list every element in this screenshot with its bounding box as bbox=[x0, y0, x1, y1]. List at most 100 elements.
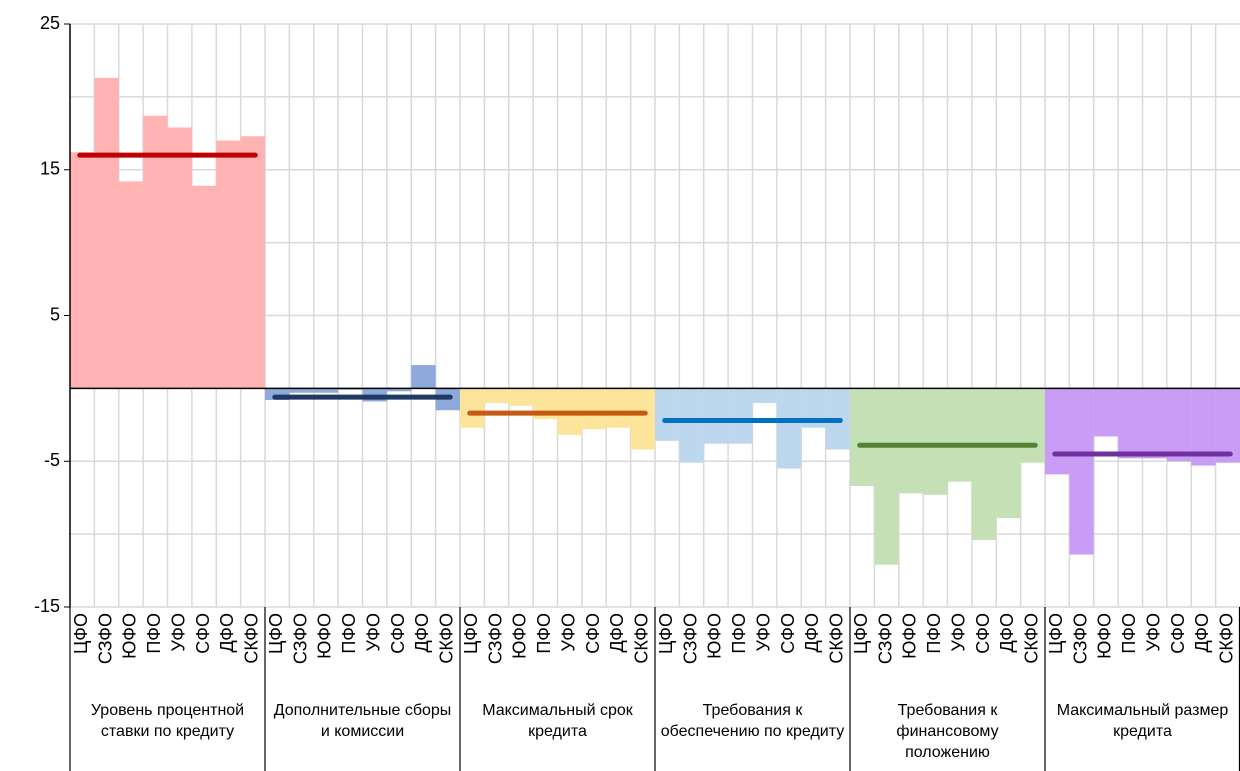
x-tick-label: СЗФО bbox=[290, 613, 310, 664]
y-tick-label: 5 bbox=[50, 304, 60, 324]
x-tick-label: СКФО bbox=[1022, 613, 1042, 664]
x-tick-label: СФО bbox=[193, 613, 213, 654]
x-tick-label: СЗФО bbox=[875, 613, 895, 664]
bar bbox=[70, 152, 95, 389]
bar bbox=[167, 127, 192, 389]
bar bbox=[484, 388, 509, 403]
x-tick-label: СКФО bbox=[632, 613, 652, 664]
bar bbox=[289, 388, 314, 393]
bar bbox=[606, 388, 631, 428]
x-tick-label: ПФО bbox=[534, 613, 554, 654]
x-tick-label: ДФО bbox=[217, 613, 237, 652]
x-tick-label: ЦФО bbox=[71, 613, 91, 654]
bar bbox=[971, 388, 997, 540]
x-tick-label: ПФО bbox=[144, 613, 164, 654]
group-label: Уровень процентной ставки по кредиту bbox=[90, 702, 245, 740]
bar bbox=[923, 388, 948, 495]
x-tick-label: ЮФО bbox=[315, 613, 335, 659]
x-tick-label: ПФО bbox=[729, 613, 749, 654]
bar bbox=[1142, 388, 1167, 459]
group-label: Требования к финансовому положению bbox=[896, 702, 999, 761]
x-tick-label: ПФО bbox=[1119, 613, 1139, 654]
y-tick-label: -15 bbox=[34, 596, 60, 616]
bar bbox=[508, 388, 534, 406]
x-tick-label: ЮФО bbox=[120, 613, 140, 659]
x-tick-label: ЮФО bbox=[705, 613, 725, 659]
x-tick-label: ПФО bbox=[339, 613, 359, 654]
bar bbox=[411, 365, 436, 389]
x-tick-label: ДФО bbox=[802, 613, 822, 652]
y-tick-label: 15 bbox=[40, 159, 60, 179]
group-label: Требования к обеспечению по кредиту bbox=[660, 702, 845, 740]
x-tick-label: СФО bbox=[1168, 613, 1188, 654]
bar bbox=[947, 388, 972, 482]
x-tick-label: СКФО bbox=[437, 613, 457, 664]
x-tick-label: ЦФО bbox=[851, 613, 871, 654]
bar bbox=[728, 388, 753, 444]
x-tick-label: СЗФО bbox=[485, 613, 505, 664]
bar bbox=[703, 388, 729, 444]
x-tick-label: УФО bbox=[948, 613, 968, 652]
bar bbox=[1020, 388, 1045, 463]
bars bbox=[70, 77, 1240, 565]
bar bbox=[898, 388, 924, 494]
x-tick-label: СФО bbox=[583, 613, 603, 654]
x-tick-label: ДФО bbox=[997, 613, 1017, 652]
bar bbox=[1093, 388, 1119, 437]
bar bbox=[850, 388, 875, 487]
bar bbox=[460, 388, 485, 428]
x-tick-label: ДФО bbox=[412, 613, 432, 652]
bar bbox=[143, 115, 168, 389]
bar bbox=[1069, 388, 1094, 555]
x-tick-label: СКФО bbox=[827, 613, 847, 664]
x-tick-label: УФО bbox=[558, 613, 578, 652]
x-tick-label: СКФО bbox=[242, 613, 262, 664]
x-tick-label: СФО bbox=[973, 613, 993, 654]
y-tick-label: 25 bbox=[40, 13, 60, 33]
bar bbox=[386, 388, 412, 392]
x-tick-label: СКФО bbox=[1217, 613, 1237, 664]
x-tick-label: ЮФО bbox=[510, 613, 530, 659]
bar bbox=[265, 388, 290, 401]
bar bbox=[216, 140, 241, 389]
x-tick-label: СЗФО bbox=[95, 613, 115, 664]
x-tick-label: ДФО bbox=[607, 613, 627, 652]
x-tick-label: СЗФО bbox=[1070, 613, 1090, 664]
bar bbox=[191, 185, 217, 389]
bar bbox=[1215, 388, 1240, 463]
bar bbox=[1118, 388, 1143, 459]
bar bbox=[240, 136, 265, 389]
x-tick-label: ЦФО bbox=[266, 613, 286, 654]
x-tick-label: УФО bbox=[168, 613, 188, 652]
x-tick-label: ЦФО bbox=[461, 613, 481, 654]
bar bbox=[118, 181, 144, 389]
y-tick-label: -5 bbox=[44, 450, 60, 470]
x-tick-label: ДФО bbox=[1192, 613, 1212, 652]
bar bbox=[874, 388, 899, 565]
x-tick-label: ЮФО bbox=[900, 613, 920, 659]
x-tick-label: ЦФО bbox=[1046, 613, 1066, 654]
bar bbox=[655, 388, 680, 441]
group-label: Максимальный срок кредита bbox=[482, 702, 633, 740]
bar bbox=[1045, 388, 1070, 475]
group-label: Дополнительные сборы и комиссии bbox=[273, 702, 452, 740]
bar bbox=[581, 388, 607, 430]
bar bbox=[94, 77, 119, 389]
group-label: Максимальный размер кредита bbox=[1056, 702, 1229, 740]
bar bbox=[752, 388, 777, 403]
bar bbox=[1166, 388, 1192, 462]
x-tick-label: УФО bbox=[753, 613, 773, 652]
x-tick-label: ЦФО bbox=[656, 613, 676, 654]
x-tick-label: ЮФО bbox=[1095, 613, 1115, 659]
bar bbox=[679, 388, 704, 463]
x-tick-label: СФО bbox=[388, 613, 408, 654]
x-tick-label: СЗФО bbox=[680, 613, 700, 664]
bar bbox=[996, 388, 1021, 519]
x-tick-label: УФО bbox=[363, 613, 383, 652]
bar bbox=[776, 388, 802, 469]
x-tick-label: СФО bbox=[778, 613, 798, 654]
bar bbox=[313, 388, 339, 393]
x-tick-label: УФО bbox=[1143, 613, 1163, 652]
